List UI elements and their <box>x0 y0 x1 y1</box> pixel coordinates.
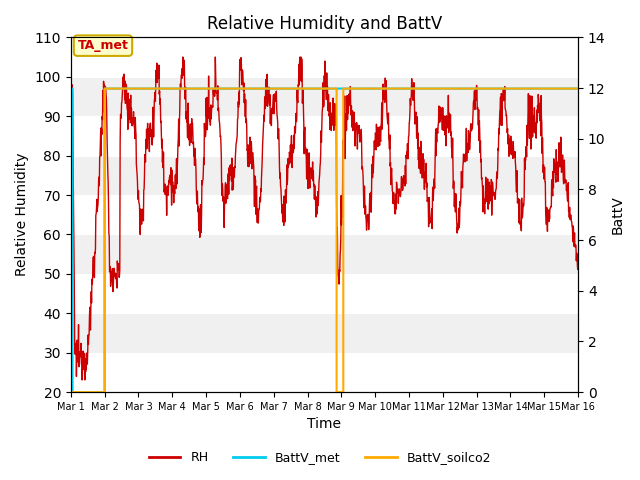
Bar <box>71 313 578 353</box>
Bar <box>71 77 578 116</box>
Y-axis label: Relative Humidity: Relative Humidity <box>15 153 29 276</box>
Text: TA_met: TA_met <box>77 39 129 52</box>
Bar <box>71 274 578 313</box>
Legend: RH, BattV_met, BattV_soilco2: RH, BattV_met, BattV_soilco2 <box>144 446 496 469</box>
Bar <box>71 234 578 274</box>
Bar <box>71 37 578 77</box>
Title: Relative Humidity and BattV: Relative Humidity and BattV <box>207 15 442 33</box>
Bar <box>71 353 578 392</box>
X-axis label: Time: Time <box>307 418 341 432</box>
Bar <box>71 116 578 156</box>
Y-axis label: BattV: BattV <box>611 195 625 234</box>
Bar <box>71 195 578 234</box>
Bar <box>71 156 578 195</box>
